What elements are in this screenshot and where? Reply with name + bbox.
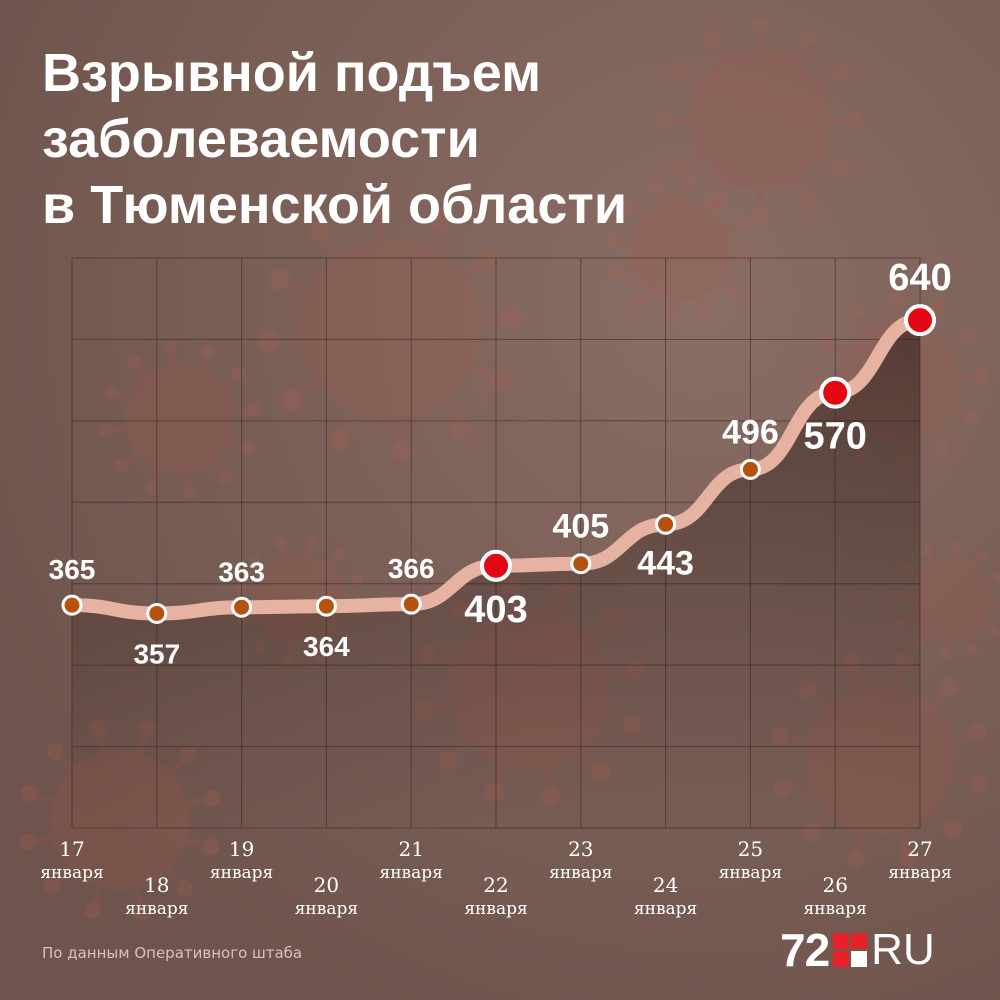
- logo-number: 72: [780, 924, 830, 976]
- logo-square-icon: [833, 933, 868, 967]
- logo-suffix: RU: [871, 925, 935, 974]
- source-note: По данным Оперативного штаба: [42, 944, 303, 962]
- data-points: [61, 304, 936, 624]
- data-point: [146, 602, 168, 624]
- data-label: 366: [388, 553, 435, 584]
- data-label: 640: [888, 257, 951, 299]
- data-label: 496: [722, 413, 779, 451]
- data-label: 570: [803, 416, 866, 458]
- logo: 72 RU: [780, 924, 935, 976]
- data-label: 405: [552, 508, 609, 546]
- x-tick-label: 21 января: [380, 837, 443, 883]
- x-tick-label: 18 января: [125, 873, 188, 919]
- virus-icon: [607, 177, 753, 323]
- data-label: 357: [133, 638, 180, 669]
- x-tick-label: 26 января: [804, 873, 867, 919]
- data-point: [61, 594, 83, 616]
- data-point: [315, 595, 337, 617]
- x-tick-label: 22 января: [464, 873, 527, 919]
- data-label: 363: [218, 556, 265, 587]
- title-line-3: в Тюменской области: [42, 175, 628, 235]
- data-point: [655, 513, 677, 535]
- page-title: Взрывной подъем заболеваемости в Тюменск…: [42, 40, 942, 238]
- data-labels: 365 357 363 364 366 403 405 443 496 570 640: [49, 257, 952, 669]
- data-point: [570, 553, 592, 575]
- data-point: [739, 458, 761, 480]
- title-line-2: заболеваемости: [42, 109, 480, 169]
- virus-icon: [258, 198, 522, 462]
- x-tick-label: 17 января: [40, 837, 103, 883]
- x-tick-label: 19 января: [210, 837, 273, 883]
- virus-icon: [99, 339, 261, 501]
- title-line-1: Взрывной подъем: [42, 43, 542, 103]
- series-line: [65, 313, 927, 621]
- data-label: 364: [303, 631, 350, 662]
- data-label: 443: [637, 544, 694, 582]
- data-point: [400, 593, 422, 615]
- data-point-highlighted: [480, 549, 512, 582]
- data-label: 403: [464, 589, 527, 631]
- x-tick-label: 23 января: [549, 837, 612, 883]
- virus-icon: [657, 17, 863, 223]
- x-tick-label: 20 января: [295, 873, 358, 919]
- x-axis-labels: 17 января 18 января 19 января 20 января 21 января…: [40, 837, 951, 919]
- data-point-highlighted: [819, 376, 852, 409]
- x-tick-label: 27 января: [888, 837, 951, 883]
- x-tick-label: 25 января: [719, 837, 782, 883]
- x-tick-label: 24 января: [634, 873, 697, 919]
- data-point: [231, 596, 253, 618]
- data-label: 365: [49, 554, 96, 585]
- data-point-highlighted: [904, 304, 936, 337]
